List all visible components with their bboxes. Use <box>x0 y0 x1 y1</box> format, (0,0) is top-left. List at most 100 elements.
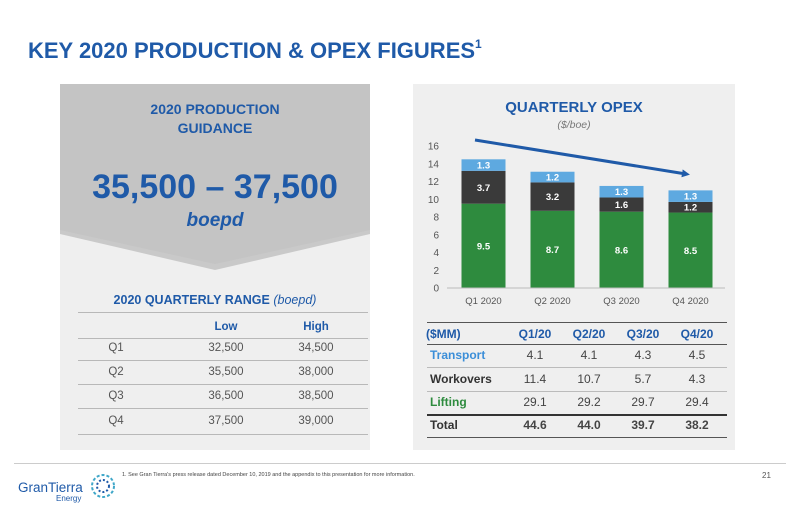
range-title-text: 2020 QUARTERLY RANGE <box>113 293 270 307</box>
opex-row-label-lifting: Lifting <box>430 395 467 409</box>
y-tick-label: 6 <box>433 230 439 241</box>
opex-stacked-bar-chart: 0 2 4 6 8 10 12 14 16 9.5 3.7 1.3 8.7 3.2 1.2 8.6 1.6 1.… <box>428 138 725 307</box>
guidance-arrow-shape <box>60 84 370 270</box>
x-tick-label: Q2 2020 <box>534 296 570 307</box>
y-tick-label: 0 <box>433 284 439 295</box>
opex-total-cell: 44.6 <box>523 418 547 432</box>
range-table-rule <box>78 408 368 409</box>
opex-table-header-q1: Q1/20 <box>518 327 552 341</box>
bar-segment-workovers <box>599 197 644 212</box>
guidance-value: 35,500 – 37,500 <box>92 168 338 206</box>
opex-cell: 4.5 <box>688 348 706 362</box>
opex-table-header-q3: Q3/20 <box>626 327 660 341</box>
company-logo-text: GranTierra <box>18 480 83 495</box>
bar-segment-workovers <box>530 182 575 211</box>
opex-total-cell: 38.2 <box>685 418 709 432</box>
bar-segment-lifting <box>668 212 713 288</box>
range-row-low: 37,500 <box>208 415 244 427</box>
opex-cell: 29.4 <box>685 395 709 409</box>
opex-cell: 11.4 <box>523 372 547 386</box>
opex-row-label-transport: Transport <box>430 348 486 362</box>
y-tick-label: 10 <box>428 195 440 206</box>
range-table-bottom-rule <box>78 434 368 435</box>
opex-cell: 4.3 <box>688 372 706 386</box>
bar-segment-workovers <box>461 170 506 204</box>
range-row-high: 34,500 <box>298 342 334 354</box>
chart-title: QUARTERLY OPEX <box>505 99 643 116</box>
bar-value-label: 3.2 <box>546 192 559 203</box>
opex-cell: 4.1 <box>580 348 598 362</box>
range-row-high: 38,000 <box>298 366 334 378</box>
bar-segment-workovers <box>668 201 713 213</box>
opex-table-rule <box>427 367 727 368</box>
range-title-unit: (boepd) <box>273 293 317 307</box>
bar-segment-lifting <box>530 210 575 288</box>
y-tick-label: 14 <box>428 159 440 170</box>
x-tick-label: Q4 2020 <box>672 296 708 307</box>
opex-cell: 10.7 <box>577 372 601 386</box>
guidance-heading: 2020 PRODUCTION GUIDANCE <box>60 100 370 138</box>
company-logo-subtext: Energy <box>56 494 82 503</box>
bar-value-label: 3.7 <box>477 183 490 194</box>
x-tick-label: Q3 2020 <box>603 296 639 307</box>
y-tick-label: 4 <box>433 248 439 259</box>
slide-title-text: KEY 2020 PRODUCTION & OPEX FIGURES <box>28 38 476 63</box>
slide-title: KEY 2020 PRODUCTION & OPEX FIGURES1 <box>28 36 482 64</box>
guidance-heading-line1: 2020 PRODUCTION <box>150 101 280 117</box>
opex-table-total-rule <box>427 414 727 416</box>
guidance-heading-line2: GUIDANCE <box>177 120 253 136</box>
chart-subtitle: ($/boe) <box>557 119 591 131</box>
bar-value-label: 1.3 <box>615 187 628 198</box>
range-col-high: High <box>303 321 329 333</box>
range-table-rule <box>78 384 368 385</box>
y-tick-label: 16 <box>428 142 440 153</box>
bar-value-label: 1.2 <box>684 203 697 214</box>
y-tick-label: 2 <box>433 266 439 277</box>
range-table-rule <box>78 360 368 361</box>
opex-cell: 5.7 <box>634 372 652 386</box>
range-row-quarter: Q1 <box>108 342 124 354</box>
footnote: 1. See Gran Tierra's press release dated… <box>122 472 415 478</box>
opex-table-header-unit: ($MM) <box>426 327 461 341</box>
opex-cell: 4.3 <box>634 348 652 362</box>
bar-value-label: 9.5 <box>477 241 491 252</box>
opex-cell: 29.1 <box>523 395 547 409</box>
footer-divider <box>14 463 786 464</box>
x-tick-label: Q1 2020 <box>465 296 501 307</box>
range-row-high: 39,000 <box>298 415 334 427</box>
bar-segment-lifting <box>461 203 506 288</box>
opex-cell: 29.2 <box>577 395 601 409</box>
guidance-unit: boepd <box>186 210 244 231</box>
opex-trend-arrow <box>474 138 690 178</box>
range-row-low: 32,500 <box>208 342 244 354</box>
opex-table-bottom-rule <box>427 437 727 438</box>
opex-row-label-workovers: Workovers <box>430 372 492 386</box>
bar-segment-transport <box>599 185 644 198</box>
bar-segment-transport <box>461 159 506 171</box>
y-tick-label: 8 <box>433 213 439 224</box>
range-col-low: Low <box>214 321 238 333</box>
opex-table-header-q4: Q4/20 <box>680 327 714 341</box>
bar-segment-transport <box>668 190 713 202</box>
range-row-low: 36,500 <box>208 390 244 402</box>
title-footnote-marker: 1 <box>475 36 482 51</box>
bar-value-label: 8.6 <box>615 245 628 256</box>
bar-value-label: 1.3 <box>477 161 490 172</box>
bar-value-label: 1.2 <box>546 173 559 184</box>
bar-value-label: 1.6 <box>615 200 628 211</box>
range-row-quarter: Q4 <box>108 415 124 427</box>
opex-row-label-total: Total <box>430 418 458 432</box>
range-row-quarter: Q2 <box>108 366 124 378</box>
bar-segment-lifting <box>599 211 644 288</box>
range-row-low: 35,500 <box>208 366 244 378</box>
y-tick-label: 12 <box>428 177 440 188</box>
opex-total-cell: 39.7 <box>631 418 655 432</box>
opex-table-rule <box>427 344 727 345</box>
page-number: 21 <box>762 471 771 480</box>
quarterly-range-title: 2020 QUARTERLY RANGE (boepd) <box>60 293 370 307</box>
company-logo-icon <box>91 474 115 498</box>
opex-table-top-rule <box>427 322 727 323</box>
opex-cell: 4.1 <box>526 348 544 362</box>
range-row-high: 38,500 <box>298 390 334 402</box>
opex-table-header-q2: Q2/20 <box>572 327 606 341</box>
